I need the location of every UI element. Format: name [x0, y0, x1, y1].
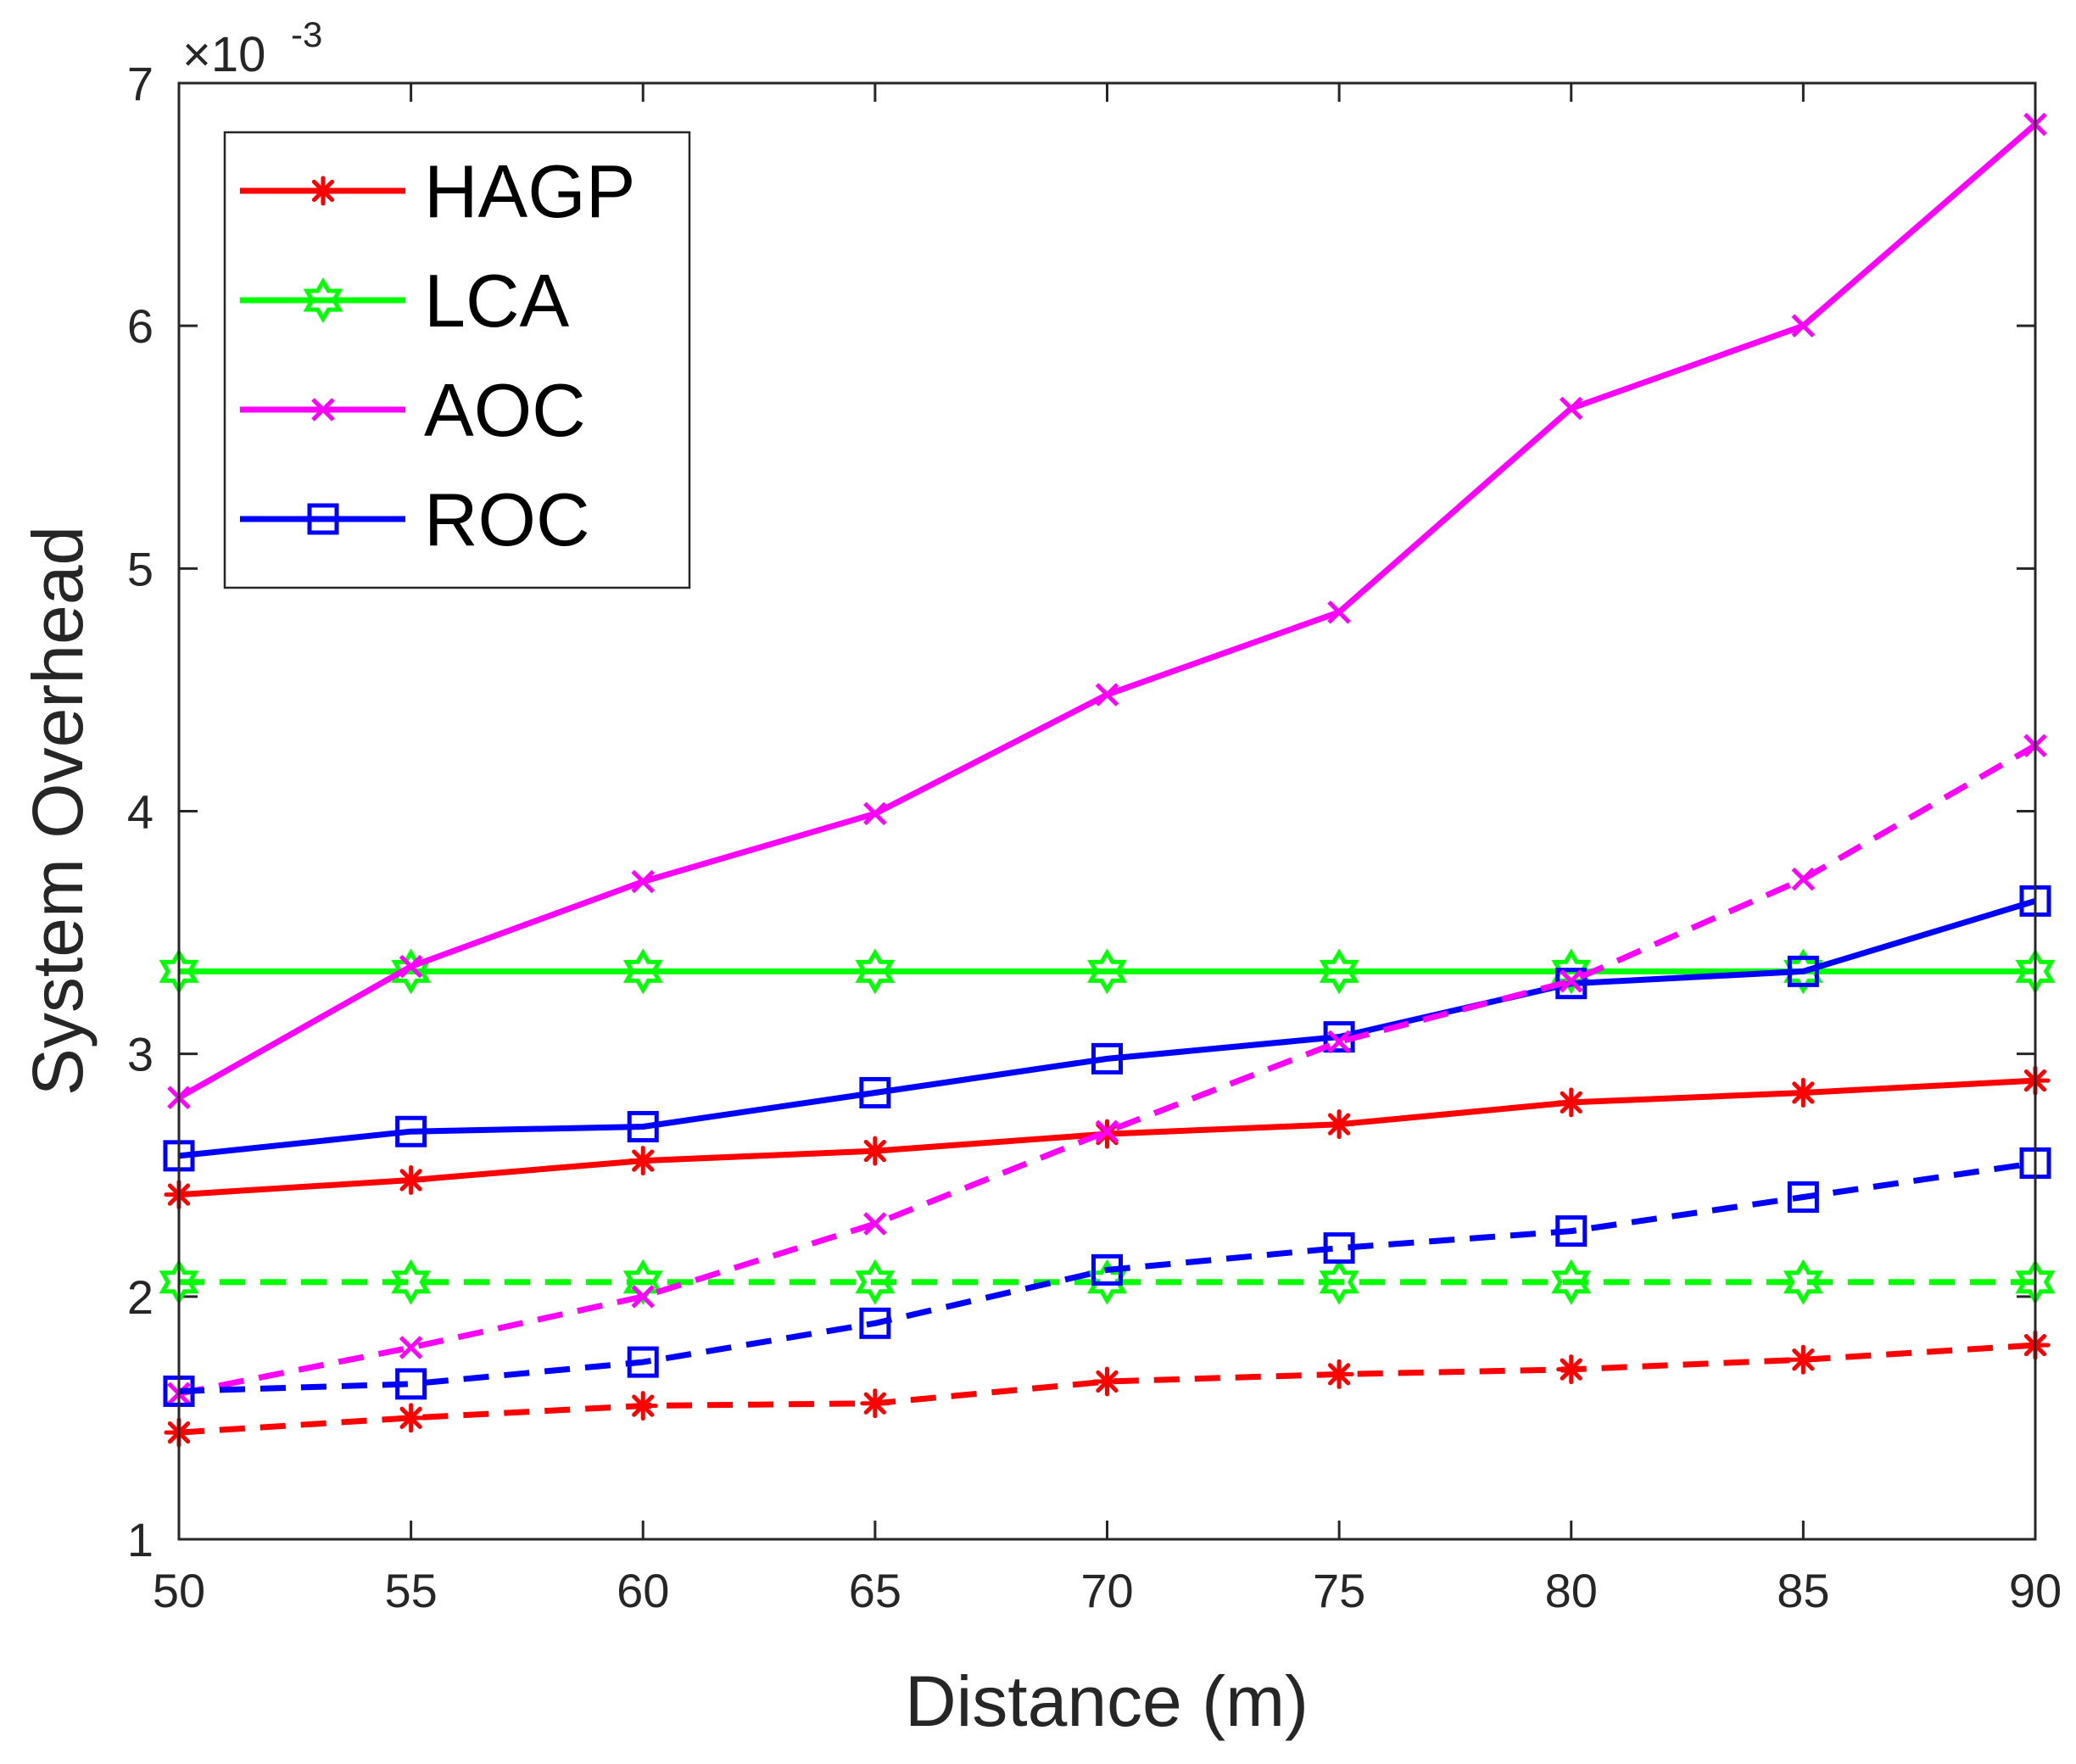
series-lca	[159, 948, 2056, 995]
series-aoc-dashed	[167, 734, 2047, 1406]
data-point	[1556, 1087, 1587, 1118]
x-tick-label: 90	[2009, 1564, 2062, 1617]
data-point	[628, 1146, 658, 1176]
x-tick-label: 75	[1313, 1564, 1365, 1617]
data-point	[399, 954, 423, 979]
y-tick-label: 2	[127, 1270, 153, 1324]
data-point	[1559, 969, 1583, 993]
y-tick-label: 7	[127, 57, 153, 110]
y-tick-label: 3	[127, 1028, 153, 1081]
x-tick-label: 50	[153, 1564, 205, 1617]
legend-label: LCA	[424, 259, 569, 343]
legend-marker	[303, 277, 343, 323]
series-line	[178, 1342, 2036, 1436]
data-point	[395, 1115, 427, 1147]
data-point	[1327, 600, 1351, 624]
data-point	[1559, 396, 1583, 421]
x-tick-label: 80	[1545, 1564, 1598, 1617]
data-point	[1324, 1359, 1354, 1389]
data-point	[1324, 1109, 1354, 1140]
data-point	[1091, 1042, 1123, 1075]
data-point	[1092, 1366, 1122, 1397]
data-point	[1556, 1354, 1587, 1385]
series-line	[178, 1159, 2036, 1394]
legend-item-lca: LCA	[240, 259, 569, 343]
x-tick-label: 65	[849, 1564, 901, 1617]
data-point	[859, 1307, 891, 1339]
data-point	[1783, 948, 1823, 995]
legend-marker	[311, 398, 335, 421]
data-point	[1323, 1232, 1355, 1264]
data-point	[1095, 683, 1119, 706]
data-point	[395, 1368, 427, 1400]
data-point	[1783, 1259, 1823, 1305]
data-point	[628, 1391, 658, 1421]
x-tick-label: 55	[384, 1564, 437, 1617]
y-axis-title: System Overhead	[18, 526, 98, 1096]
data-point	[1551, 948, 1592, 995]
data-point	[1087, 948, 1127, 995]
data-point	[1791, 867, 1816, 891]
series-roc	[163, 885, 2051, 1172]
data-point	[1787, 955, 1819, 987]
data-point	[1319, 948, 1359, 995]
data-point	[1787, 1181, 1819, 1214]
exponent-label: ×10 -3	[182, 14, 322, 82]
data-point	[1327, 1030, 1351, 1054]
data-point	[860, 1388, 890, 1419]
plot-frame	[177, 81, 2037, 1541]
data-point	[1788, 1344, 1818, 1375]
y-tick-label: 4	[127, 785, 153, 839]
exponent-base: ×10	[182, 27, 265, 82]
data-point	[1087, 1259, 1127, 1305]
legend-box	[223, 131, 691, 589]
data-point	[860, 1136, 890, 1166]
data-point	[863, 801, 887, 826]
data-point	[863, 1212, 887, 1236]
data-point	[627, 1111, 659, 1143]
x-axis-title: Distance (m)	[905, 1661, 1309, 1741]
data-point	[622, 1259, 663, 1305]
data-point	[1551, 1259, 1592, 1305]
legend-label: ROC	[424, 477, 590, 561]
legend-marker	[307, 503, 339, 535]
data-point	[859, 1076, 891, 1108]
data-point	[1788, 1077, 1818, 1108]
x-tick-label: 85	[1777, 1564, 1829, 1617]
data-point	[399, 1336, 423, 1359]
data-point	[1791, 314, 1816, 338]
legend-label: AOC	[424, 368, 586, 452]
y-tick-label: 5	[127, 542, 153, 595]
x-tick-label: 60	[617, 1564, 669, 1617]
series-line	[178, 898, 2037, 1159]
x-tick-label: 70	[1080, 1564, 1133, 1617]
exponent-power: -3	[291, 14, 322, 54]
data-point	[627, 1346, 659, 1378]
data-point	[396, 1164, 427, 1195]
legend-item-hagp: HAGP	[240, 149, 635, 233]
data-point	[631, 869, 656, 894]
y-tick-label: 1	[127, 1513, 153, 1566]
legend-item-roc: ROC	[240, 477, 590, 561]
legend: HAGP LCA AOC ROC	[223, 131, 691, 589]
y-tick-label: 6	[127, 299, 153, 353]
legend-item-aoc: AOC	[240, 368, 586, 452]
data-point	[631, 1285, 656, 1309]
data-point	[622, 948, 663, 995]
data-point	[1095, 1119, 1119, 1144]
data-point	[855, 948, 896, 995]
data-point	[391, 1259, 432, 1305]
data-point	[855, 1259, 896, 1305]
tick-labels: 50 55 60 65 70 75 80 85 90 1 2 3 4 5 6 7	[127, 57, 2062, 1617]
series-lca-dashed	[159, 1259, 2056, 1305]
data-point	[1091, 1253, 1123, 1286]
series-roc-dashed	[163, 1147, 2051, 1407]
legend-marker	[308, 176, 338, 206]
data-point	[1319, 1259, 1359, 1305]
legend-label: HAGP	[424, 149, 635, 233]
data-point	[396, 1403, 427, 1433]
data-point	[1555, 1215, 1588, 1248]
